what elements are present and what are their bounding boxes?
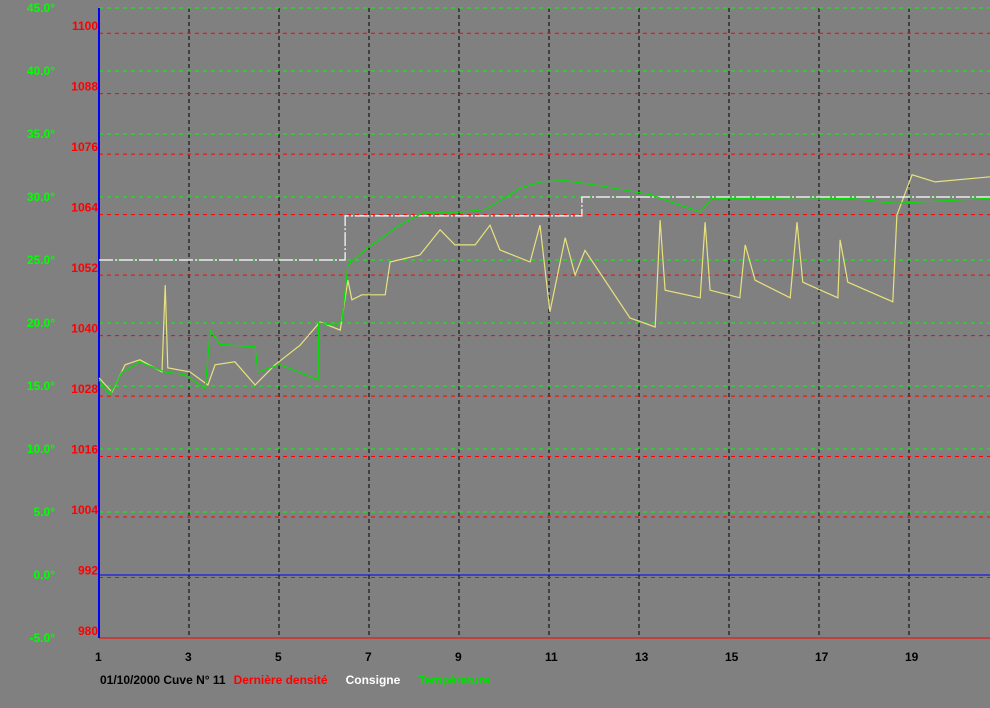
- y-tick-label: 25.0°: [27, 253, 55, 267]
- y-tick-label: 0.0°: [34, 568, 56, 582]
- legend-entry: Dernière densité: [234, 673, 328, 687]
- y2-tick-label: 1064: [71, 201, 98, 215]
- y-tick-label: 40.0°: [27, 64, 55, 78]
- y-tick-label: -5.0°: [30, 631, 56, 645]
- x-tick-label: 15: [725, 650, 739, 664]
- y2-tick-label: 1088: [71, 80, 98, 94]
- y-tick-label: 10.0°: [27, 442, 55, 456]
- y-tick-label: 15.0°: [27, 379, 55, 393]
- x-tick-label: 7: [365, 650, 372, 664]
- y2-tick-label: 980: [78, 624, 98, 638]
- x-tick-label: 5: [275, 650, 282, 664]
- y-tick-label: 30.0°: [27, 190, 55, 204]
- x-tick-label: 9: [455, 650, 462, 664]
- y2-tick-label: 1004: [71, 503, 98, 517]
- legend-entry: Consigne: [346, 673, 401, 687]
- y-tick-label: 45.0°: [27, 1, 55, 15]
- x-tick-label: 19: [905, 650, 919, 664]
- series-line: [98, 179, 990, 396]
- y2-tick-label: 1100: [72, 19, 98, 33]
- x-tick-label: 1: [95, 650, 102, 664]
- y-tick-label: 5.0°: [34, 505, 56, 519]
- legend-entry: Température: [418, 673, 490, 687]
- y2-tick-label: 992: [78, 564, 98, 578]
- y-tick-label: 35.0°: [27, 127, 55, 141]
- series-line: [98, 174, 990, 394]
- footer: 01/10/2000 Cuve N° 11: [100, 673, 226, 687]
- y2-tick-label: 1016: [71, 443, 98, 457]
- x-tick-label: 3: [185, 650, 192, 664]
- y2-tick-label: 1076: [71, 140, 98, 154]
- x-tick-label: 11: [545, 650, 558, 664]
- y2-tick-label: 1028: [71, 382, 98, 396]
- y2-tick-label: 1040: [71, 322, 98, 336]
- y-tick-label: 20.0°: [27, 316, 55, 330]
- series-line: [99, 196, 990, 261]
- x-tick-label: 17: [815, 650, 829, 664]
- y2-tick-label: 1052: [71, 261, 98, 275]
- x-tick-label: 13: [635, 650, 649, 664]
